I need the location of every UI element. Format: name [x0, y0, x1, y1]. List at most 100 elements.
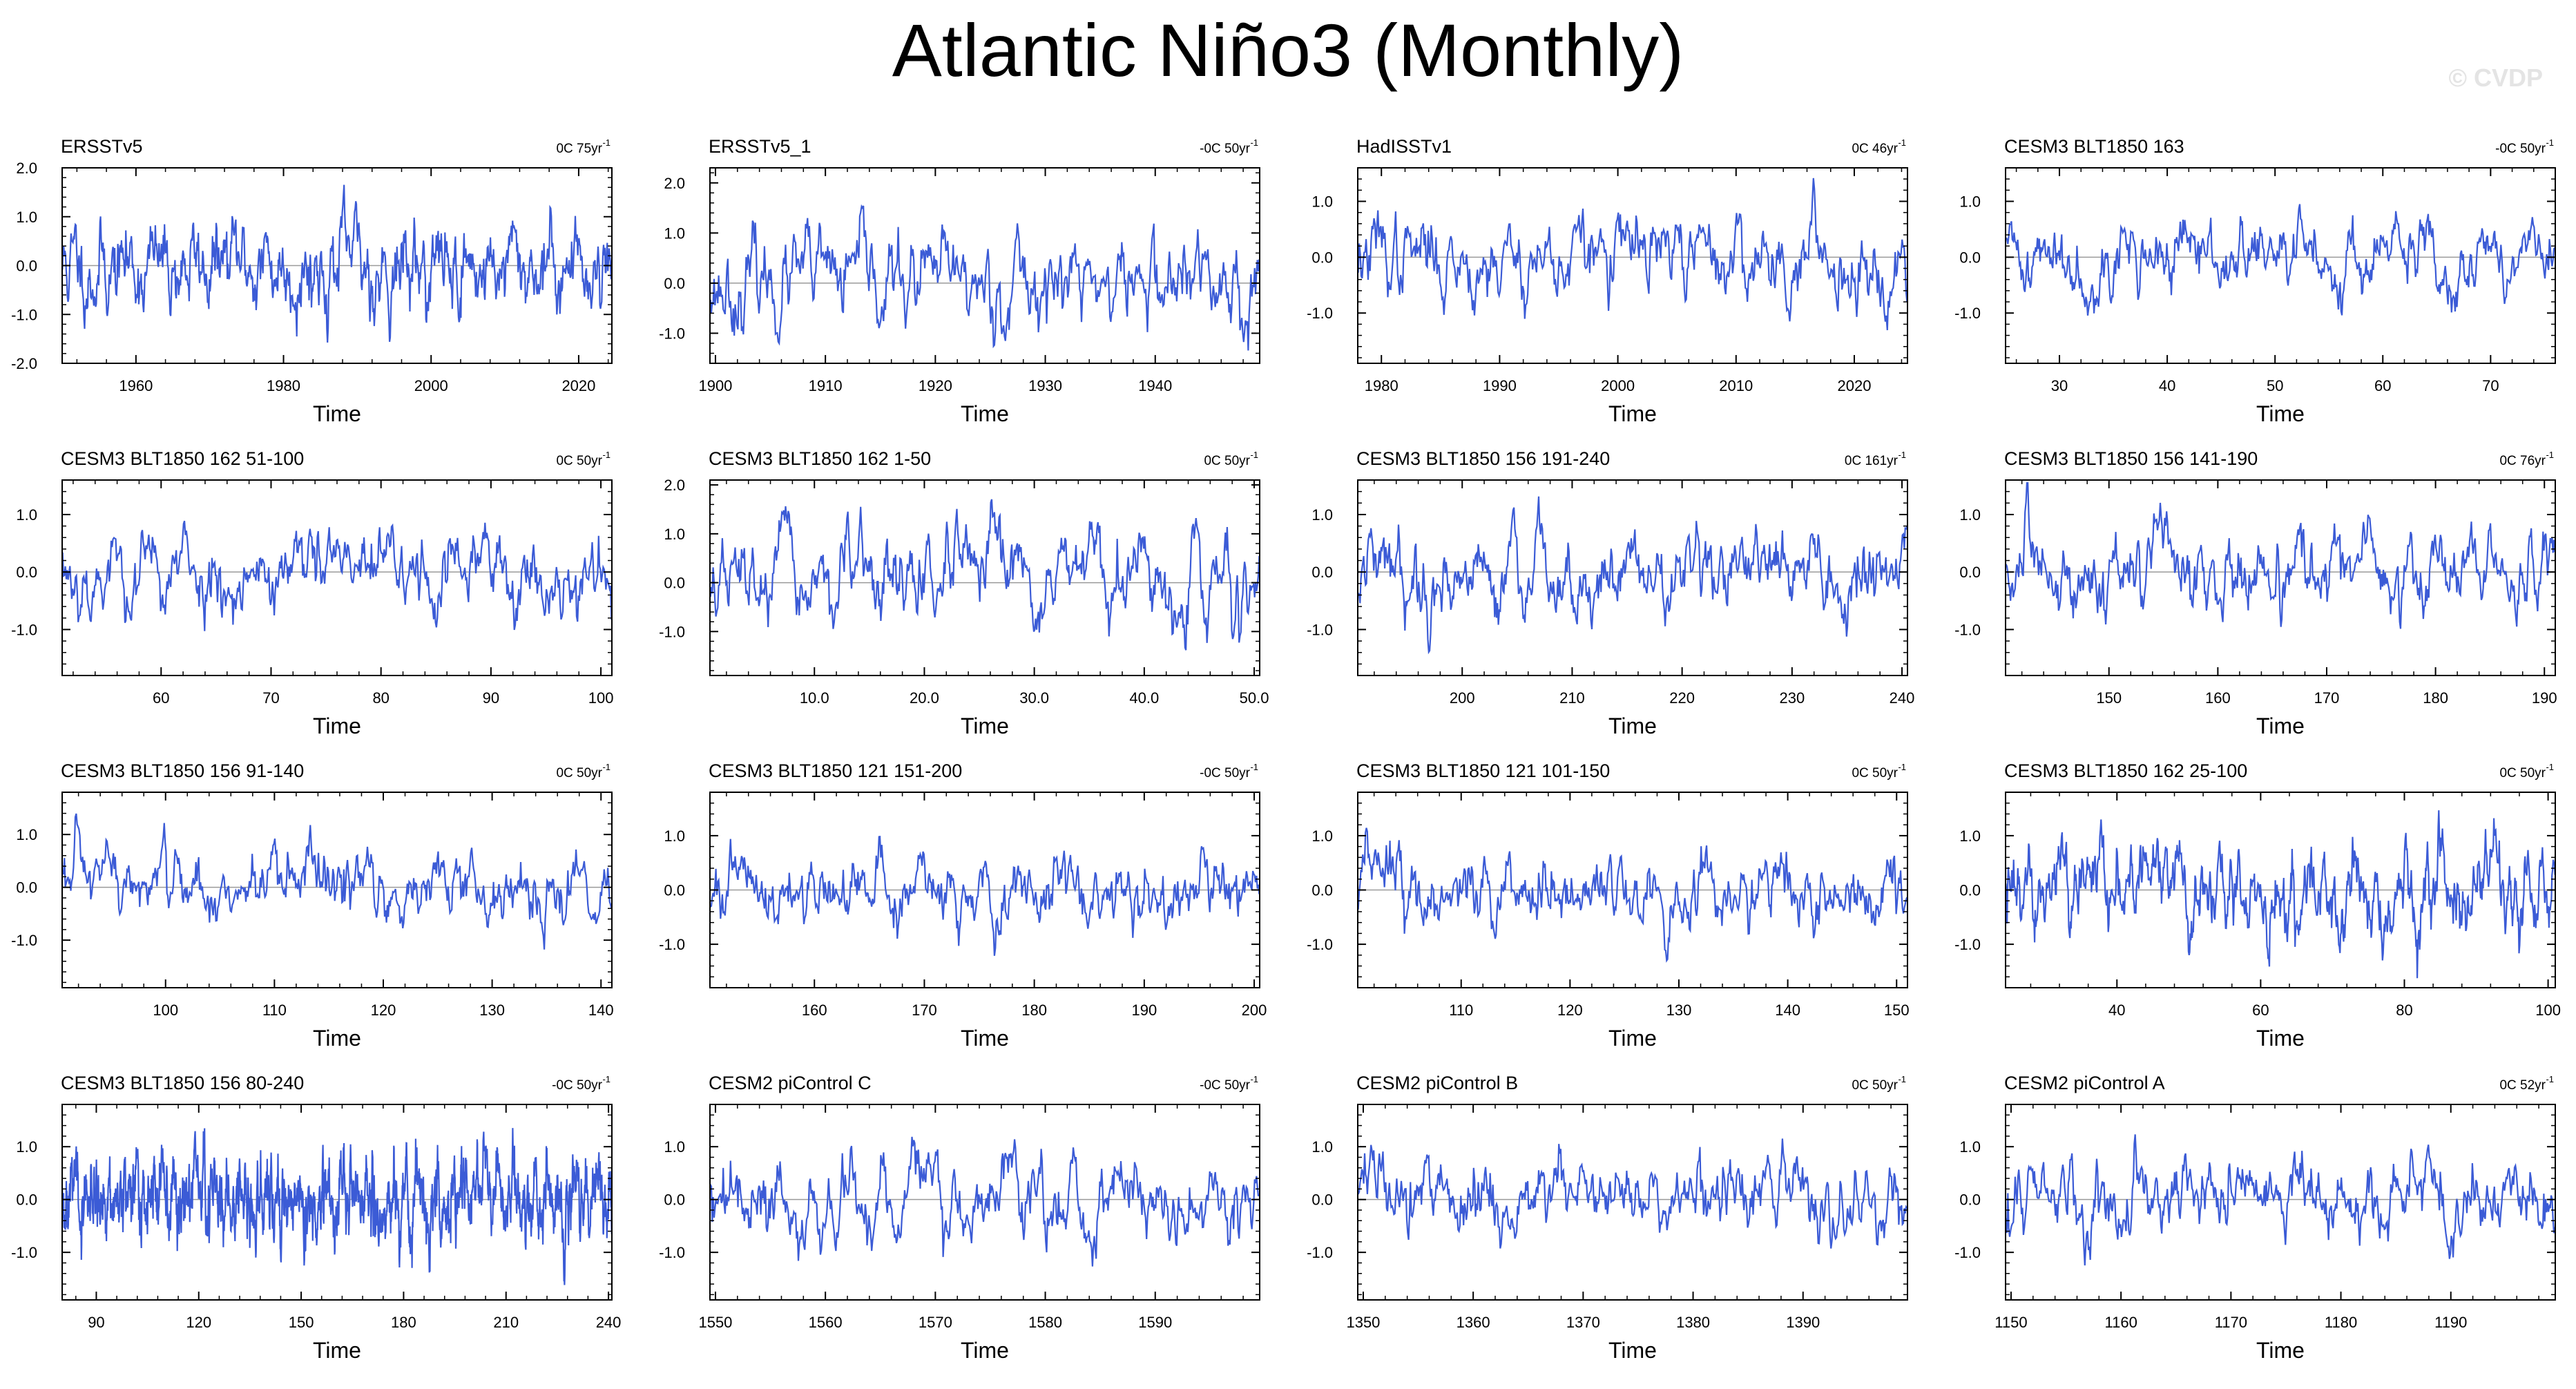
x-tick-label: 140 [1775, 1002, 1800, 1019]
x-tick-label: 180 [391, 1314, 416, 1331]
panel-title: CESM3 BLT1850 121 101-150 [1356, 760, 1610, 781]
y-tick-label: 1.0 [16, 209, 37, 226]
x-tick-label: 100 [588, 689, 614, 707]
panel-14: -1.0 0.0 1.0 1550 1560 1570 1580 1590 Time CESM2 … [659, 1073, 1260, 1363]
x-axis-label: Time [313, 1026, 361, 1051]
x-tick-label: 150 [1884, 1002, 1910, 1019]
panel-title: HadISSTv1 [1356, 136, 1452, 157]
series-line [709, 836, 1260, 956]
x-tick-label: 1590 [1138, 1314, 1172, 1331]
panel-title: CESM3 BLT1850 156 91-140 [61, 760, 304, 781]
trend-label: 0C 76yr [2499, 454, 2546, 468]
y-tick-label: 1.0 [1311, 1138, 1333, 1156]
x-tick-label: 1910 [809, 377, 843, 394]
x-tick-label: 60 [2374, 377, 2391, 394]
x-tick-label: 2000 [414, 377, 448, 394]
x-tick-label: 120 [371, 1002, 396, 1019]
panel-8: -1.0 0.0 1.0 150 160 170 180 190 Time CESM3 BLT18… [1954, 448, 2557, 738]
x-tick-label: 30 [2051, 377, 2068, 394]
trend-label: 0C 50yr [556, 766, 602, 780]
trend-label: 0C 161yr [1845, 454, 1899, 468]
y-tick-label: 1.0 [664, 224, 685, 242]
x-tick-label: 1920 [919, 377, 952, 394]
y-tick-label: -1.0 [1954, 1244, 1981, 1261]
panel-6: -1.0 0.0 1.0 2.0 10.0 20.0 30.0 40.0 50.0 Time CES… [659, 448, 1269, 738]
y-tick-label: 0.0 [16, 1191, 37, 1209]
x-tick-label: 1570 [919, 1314, 952, 1331]
x-tick-label: 60 [153, 689, 169, 707]
x-tick-label: 50 [2267, 377, 2283, 394]
y-tick-label: 0.0 [16, 258, 37, 275]
x-tick-label: 1560 [809, 1314, 843, 1331]
trend-label: -0C 50yr [1200, 142, 1251, 156]
plot-frame [709, 1104, 1260, 1301]
trend-exponent: -1 [1250, 450, 1258, 460]
y-tick-label: 1.0 [16, 506, 37, 524]
y-tick-label: -1.0 [1307, 936, 1333, 953]
x-tick-label: 1370 [1566, 1314, 1600, 1331]
y-tick-label: 1.0 [1311, 506, 1333, 524]
x-axis-label: Time [1608, 1026, 1657, 1051]
x-tick-label: 1390 [1786, 1314, 1820, 1331]
trend-label: 0C 50yr [1852, 1078, 1898, 1093]
panel-7: -1.0 0.0 1.0 200 210 220 230 240 Time CESM3 BLT18… [1307, 448, 1914, 738]
panel-15: -1.0 0.0 1.0 1350 1360 1370 1380 1390 Time CESM2 … [1307, 1073, 1908, 1363]
y-tick-label: 0.0 [1311, 564, 1333, 581]
x-tick-label: 1180 [2325, 1314, 2357, 1331]
y-tick-label: -1.0 [1307, 621, 1333, 638]
x-tick-label: 1930 [1028, 377, 1062, 394]
series-line [1357, 496, 1908, 655]
y-tick-label: -1.0 [1307, 1244, 1333, 1261]
x-tick-label: 40 [2108, 1002, 2125, 1019]
x-axis-label: Time [2256, 1338, 2305, 1363]
series-line [61, 813, 613, 950]
panel-title: CESM3 BLT1850 156 80-240 [61, 1073, 304, 1093]
x-tick-label: 120 [186, 1314, 211, 1331]
x-tick-label: 240 [596, 1314, 622, 1331]
x-tick-label: 150 [2096, 689, 2122, 707]
plot-frame [61, 1104, 613, 1301]
y-tick-label: 0.0 [664, 575, 685, 592]
trend-exponent: -1 [2546, 1074, 2554, 1084]
y-tick-label: 1.0 [664, 1138, 685, 1156]
x-tick-label: 1190 [2434, 1314, 2467, 1331]
x-tick-label: 1350 [1346, 1314, 1380, 1331]
plot-frame [1357, 167, 1908, 364]
x-axis-label: Time [2256, 1026, 2305, 1051]
trend-label: -0C 50yr [1200, 766, 1251, 780]
x-tick-label: 210 [1559, 689, 1585, 707]
x-tick-label: 160 [802, 1002, 827, 1019]
x-tick-label: 110 [262, 1002, 287, 1019]
x-tick-label: 1160 [2105, 1314, 2137, 1331]
x-tick-label: 1580 [1028, 1314, 1062, 1331]
y-tick-label: 1.0 [1311, 827, 1333, 845]
panel-title: CESM3 BLT1850 163 [2004, 136, 2184, 157]
trend-exponent: -1 [1898, 450, 1906, 460]
panel-title: CESM2 piControl A [2004, 1073, 2165, 1093]
x-axis-label: Time [1608, 1338, 1657, 1363]
trend-exponent: -1 [1250, 762, 1258, 772]
panel-title: CESM3 BLT1850 121 151-200 [709, 760, 962, 781]
series-line [61, 184, 613, 343]
x-tick-label: 170 [912, 1002, 937, 1019]
y-tick-label: 0.0 [1959, 882, 1981, 899]
x-axis-label: Time [313, 713, 361, 738]
panel-12: -1.0 0.0 1.0 40 60 80 100 Time CESM3 BLT1850 162… [1954, 760, 2561, 1051]
trend-label: 0C 50yr [2499, 766, 2546, 780]
panel-title: CESM3 BLT1850 162 1-50 [709, 448, 931, 469]
trend-exponent: -1 [1898, 137, 1906, 148]
y-tick-label: -1.0 [659, 623, 685, 640]
panel-title: CESM3 BLT1850 162 51-100 [61, 448, 304, 469]
trend-label: -0C 50yr [1200, 1078, 1251, 1093]
plot-frame [709, 479, 1260, 676]
panel-3: -1.0 0.0 1.0 1980 1990 2000 2010 2020 Time HadISS… [1307, 136, 1908, 426]
y-tick-label: 0.0 [16, 879, 37, 897]
x-tick-label: 60 [2252, 1002, 2269, 1019]
x-tick-label: 30.0 [1019, 689, 1049, 707]
y-tick-label: -1.0 [659, 1244, 685, 1261]
x-tick-label: 180 [2423, 689, 2448, 707]
x-tick-label: 70 [262, 689, 279, 707]
y-tick-label: 0.0 [1959, 564, 1981, 581]
x-tick-label: 210 [493, 1314, 519, 1331]
